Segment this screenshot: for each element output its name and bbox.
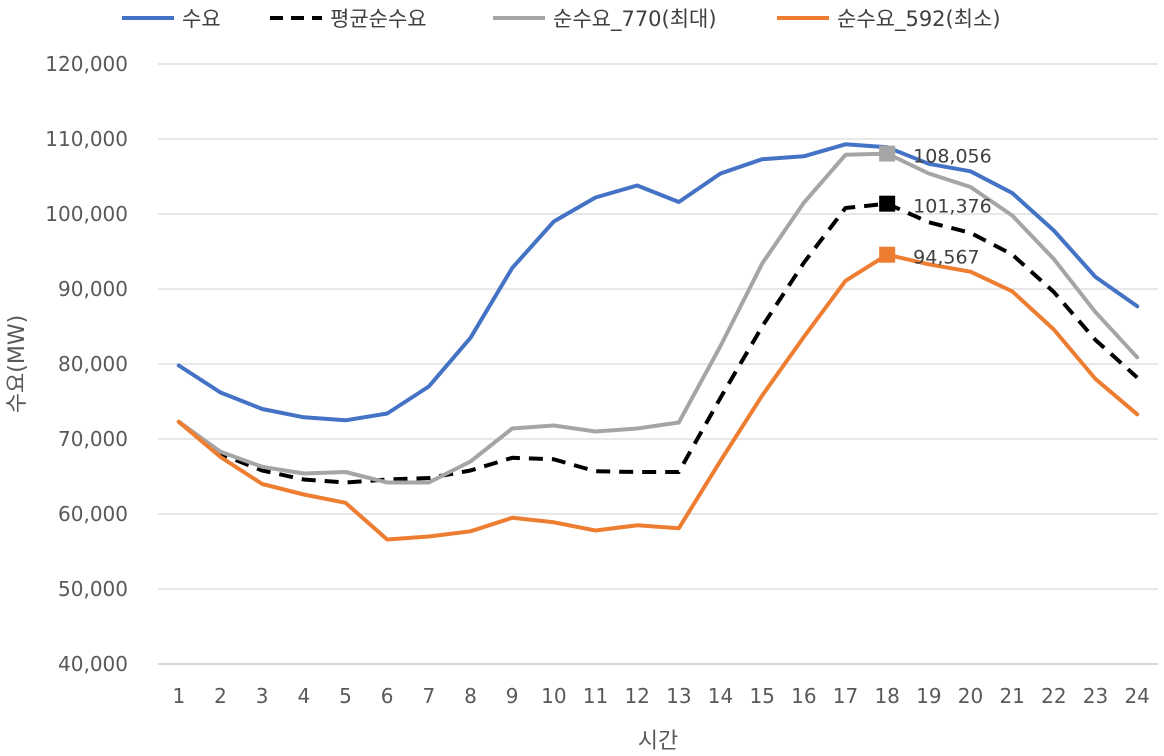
y-tick-label: 120,000 (45, 52, 128, 76)
x-tick-label: 21 (999, 684, 1024, 708)
y-tick-label: 100,000 (45, 202, 128, 226)
y-tick-label: 60,000 (58, 502, 128, 526)
legend-entry: 순수요_770(최대) (553, 7, 717, 32)
x-tick-label: 9 (506, 684, 519, 708)
y-axis-title: 수요(MW) (5, 315, 30, 413)
x-tick-label: 5 (339, 684, 352, 708)
gridlines (158, 63, 1158, 665)
x-tick-label: 20 (958, 684, 983, 708)
x-tick-label: 3 (256, 684, 269, 708)
data-marker (879, 195, 896, 212)
x-tick-label: 2 (214, 684, 227, 708)
x-axis-ticks: 1 2 3 4 5 6 7 8 9 10 11 12 13 14 15 16 17 18 19 20 21 22 23 24 (172, 684, 1149, 708)
x-tick-label: 8 (464, 684, 477, 708)
y-tick-label: 70,000 (58, 427, 128, 451)
x-tick-label: 12 (624, 684, 649, 708)
x-tick-label: 11 (583, 684, 608, 708)
x-tick-label: 17 (833, 684, 858, 708)
legend-entry: 수요 (182, 7, 221, 31)
x-tick-label: 16 (791, 684, 816, 708)
data-label: 101,376 (913, 196, 992, 218)
series-line (176, 142, 1140, 423)
y-tick-label: 80,000 (58, 352, 128, 376)
x-tick-label: 7 (422, 684, 435, 708)
x-tick-label: 13 (666, 684, 691, 708)
data-marker (879, 246, 896, 263)
y-tick-label: 90,000 (58, 277, 128, 301)
series-line (176, 151, 1140, 485)
data-label: 94,567 (913, 247, 979, 269)
x-tick-label: 14 (708, 684, 733, 708)
x-tick-label: 4 (297, 684, 310, 708)
legend: 수요 평균순수요 순수요_770(최대) 순수요_592(최소) (122, 7, 1001, 32)
legend-entry: 순수요_592(최소) (837, 7, 1001, 32)
y-tick-label: 50,000 (58, 577, 128, 601)
legend-entry: 평균순수요 (330, 7, 427, 31)
series-line (177, 201, 1139, 485)
x-tick-label: 10 (541, 684, 566, 708)
x-tick-label: 6 (381, 684, 394, 708)
series-line (176, 252, 1140, 542)
y-axis-ticks: 40,000 50,000 60,000 70,000 80,000 90,000 100,… (45, 52, 128, 676)
data-marker (879, 145, 896, 162)
x-tick-label: 23 (1083, 684, 1108, 708)
markers-group: 101,376 108,056 94,567 (879, 145, 992, 269)
x-axis-title: 시간 (638, 729, 678, 754)
series-group (176, 142, 1140, 542)
x-tick-label: 1 (172, 684, 185, 708)
x-tick-label: 19 (916, 684, 941, 708)
x-tick-label: 22 (1041, 684, 1066, 708)
x-tick-label: 24 (1124, 684, 1149, 708)
y-tick-label: 110,000 (45, 127, 128, 151)
y-tick-label: 40,000 (58, 652, 128, 676)
data-label: 108,056 (913, 146, 992, 168)
x-tick-label: 18 (874, 684, 899, 708)
x-tick-label: 15 (749, 684, 774, 708)
